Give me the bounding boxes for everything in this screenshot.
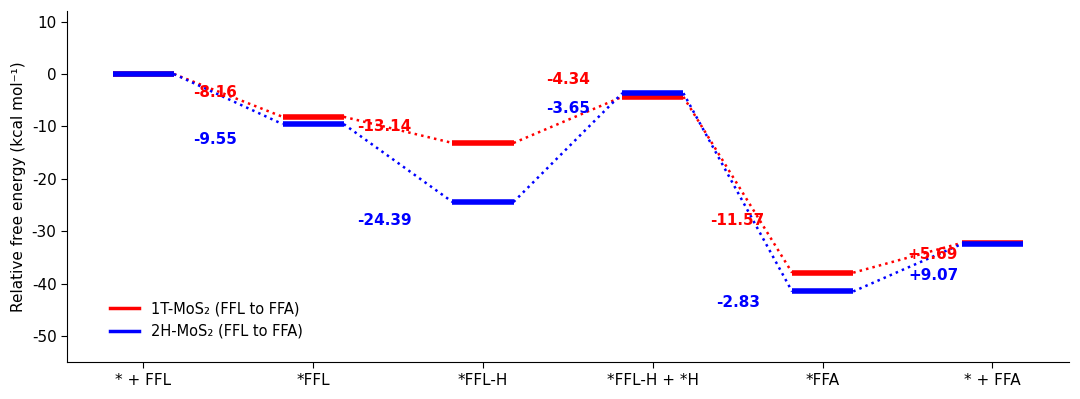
Text: -11.57: -11.57	[711, 213, 765, 228]
Text: -8.16: -8.16	[192, 85, 237, 100]
Text: -3.65: -3.65	[545, 101, 590, 116]
Text: -13.14: -13.14	[357, 119, 411, 134]
Text: -4.34: -4.34	[546, 72, 590, 87]
Text: -2.83: -2.83	[716, 295, 759, 310]
Y-axis label: Relative free energy (kcal mol⁻¹): Relative free energy (kcal mol⁻¹)	[11, 61, 26, 312]
Legend: 1T-MoS₂ (FFL to FFA), 2H-MoS₂ (FFL to FFA): 1T-MoS₂ (FFL to FFA), 2H-MoS₂ (FFL to FF…	[105, 296, 309, 345]
Text: -9.55: -9.55	[192, 132, 237, 147]
Text: -24.39: -24.39	[357, 213, 411, 228]
Text: +9.07: +9.07	[908, 269, 958, 283]
Text: +5.69: +5.69	[908, 247, 958, 263]
